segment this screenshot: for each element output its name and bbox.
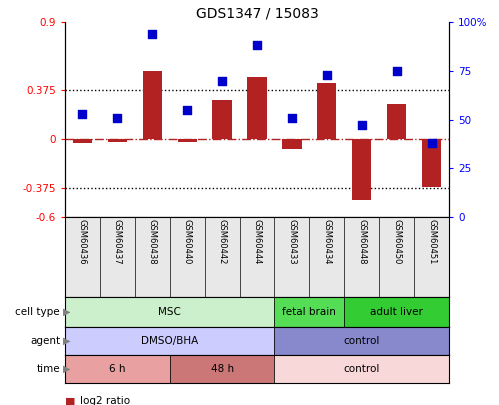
Text: adult liver: adult liver [370, 307, 423, 317]
Bar [170, 355, 274, 383]
Point [78, 111, 86, 117]
Text: GSM60451: GSM60451 [427, 220, 436, 265]
Point [393, 68, 401, 74]
Bar [317, 83, 336, 139]
Text: MSC: MSC [158, 307, 181, 317]
Text: ▶: ▶ [62, 364, 70, 374]
Text: GSM60436: GSM60436 [78, 220, 87, 265]
Bar [65, 297, 274, 327]
Text: 48 h: 48 h [211, 364, 234, 374]
Bar [213, 100, 232, 139]
Bar [344, 297, 449, 327]
Text: time: time [36, 364, 60, 374]
Bar [65, 327, 274, 355]
Text: agent: agent [30, 336, 60, 346]
Bar [73, 139, 92, 143]
Text: ■: ■ [65, 396, 79, 405]
Text: 6 h: 6 h [109, 364, 126, 374]
Point [323, 71, 331, 78]
Bar [65, 355, 170, 383]
Bar [248, 77, 266, 139]
Point [358, 122, 366, 129]
Text: GSM60437: GSM60437 [113, 220, 122, 265]
Bar [274, 327, 449, 355]
Text: GSM60440: GSM60440 [183, 220, 192, 265]
Text: control: control [343, 364, 380, 374]
Bar [422, 139, 441, 187]
Text: GSM60444: GSM60444 [252, 220, 261, 265]
Text: fetal brain: fetal brain [282, 307, 336, 317]
Text: log2 ratio: log2 ratio [80, 396, 130, 405]
Point [288, 114, 296, 121]
Bar [387, 104, 406, 139]
Point [113, 114, 121, 121]
Text: GSM60448: GSM60448 [357, 220, 366, 265]
Point [183, 107, 191, 113]
Title: GDS1347 / 15083: GDS1347 / 15083 [196, 7, 318, 21]
Bar [274, 355, 449, 383]
Text: GSM60433: GSM60433 [287, 220, 296, 265]
Text: GSM60434: GSM60434 [322, 220, 331, 265]
Bar [352, 139, 371, 200]
Bar [274, 297, 344, 327]
Text: GSM60438: GSM60438 [148, 220, 157, 265]
Bar [282, 139, 301, 149]
Point [428, 140, 436, 146]
Text: GSM60450: GSM60450 [392, 220, 401, 265]
Bar [108, 139, 127, 142]
Text: ▶: ▶ [62, 307, 70, 317]
Text: control: control [343, 336, 380, 346]
Bar [178, 139, 197, 142]
Text: DMSO/BHA: DMSO/BHA [141, 336, 198, 346]
Point [253, 42, 261, 49]
Point [148, 30, 156, 37]
Point [218, 77, 226, 84]
Bar [143, 71, 162, 139]
Text: ▶: ▶ [62, 336, 70, 346]
Text: GSM60442: GSM60442 [218, 220, 227, 265]
Text: cell type: cell type [15, 307, 60, 317]
